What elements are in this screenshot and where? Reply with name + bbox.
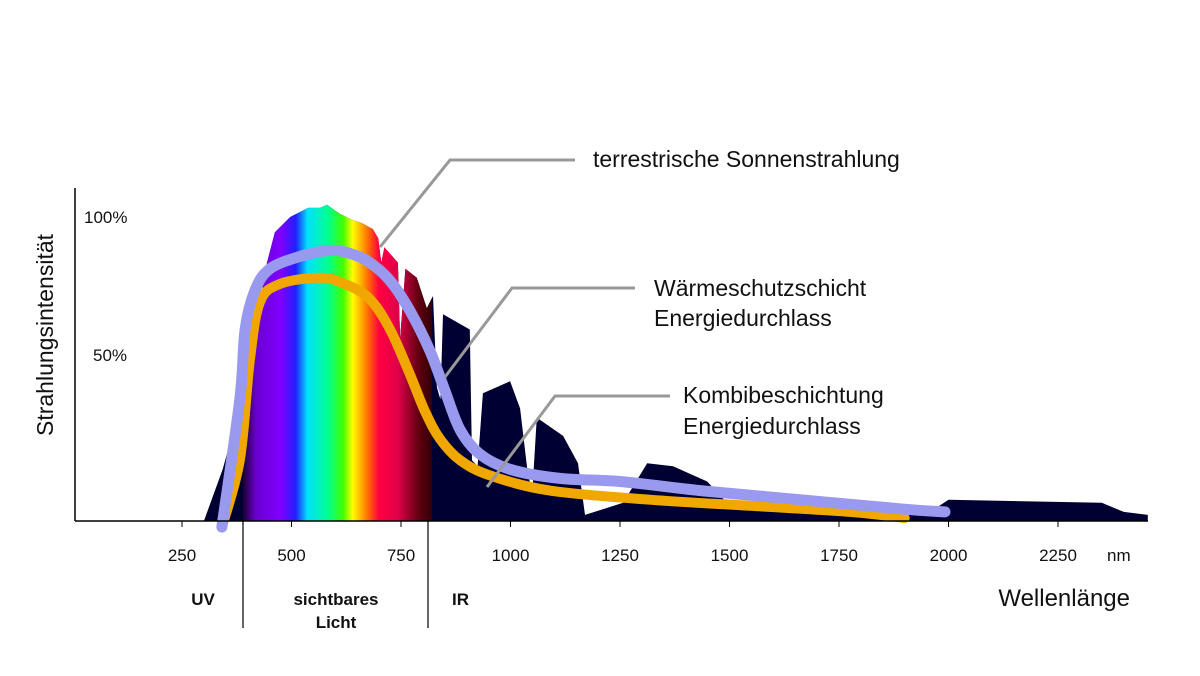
leader-line-kombi (485, 394, 670, 488)
x-axis-label: Wellenlänge (998, 585, 1130, 612)
x-tick-label-1000: 1000 (492, 546, 530, 565)
series-waermeschutz-line (216, 244, 951, 533)
annotation-waerme-2: Energiedurchlass (654, 305, 832, 331)
y-tick-label-50: 50% (93, 346, 127, 365)
x-tick-label-750: 750 (387, 546, 415, 565)
leader-line-waerme (443, 286, 635, 378)
y-tick-label-100: 100% (84, 208, 127, 227)
x-tick-label-500: 500 (277, 546, 305, 565)
region-visible-label-1: sichtbares (293, 590, 378, 609)
x-unit-label: nm (1107, 546, 1131, 565)
region-visible-label-2: Licht (316, 613, 357, 632)
region-ir-label: IR (452, 590, 469, 609)
x-tick-label-1750: 1750 (820, 546, 858, 565)
series-kombibeschichtung-line (216, 272, 910, 533)
region-uv-label: UV (191, 590, 215, 609)
annotation-sun: terrestrische Sonnenstrahlung (593, 146, 900, 172)
x-tick-label-2250: 2250 (1039, 546, 1077, 565)
annotation-kombi-1: Kombibeschichtung (683, 382, 884, 408)
x-tick-label-250: 250 (168, 546, 196, 565)
x-tick-label-2000: 2000 (930, 546, 968, 565)
leader-line-sun (378, 158, 575, 248)
y-axis-label: Strahlungsintensität (32, 233, 58, 436)
x-tick-label-1250: 1250 (601, 546, 639, 565)
x-tick-label-1500: 1500 (711, 546, 749, 565)
annotation-kombi-2: Energiedurchlass (683, 413, 861, 439)
annotation-waerme-1: Wärmeschutzschicht (654, 275, 867, 301)
